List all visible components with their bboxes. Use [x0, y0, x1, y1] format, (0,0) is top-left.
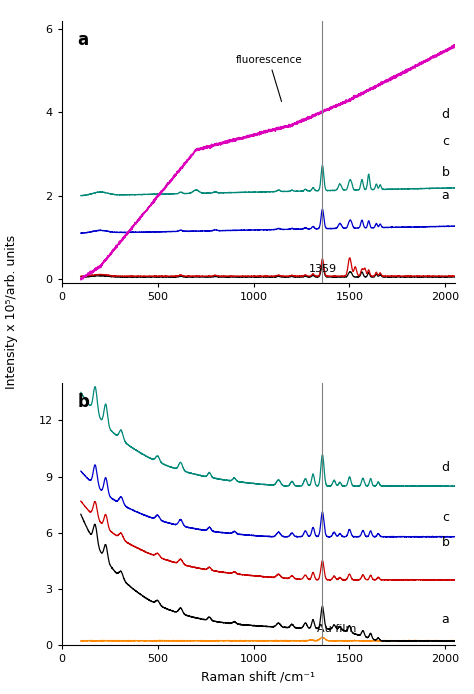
Text: fluorescence: fluorescence — [236, 55, 302, 101]
Text: b: b — [441, 167, 449, 179]
Text: d: d — [441, 108, 449, 121]
X-axis label: Raman shift /cm⁻¹: Raman shift /cm⁻¹ — [201, 670, 315, 683]
Text: a: a — [442, 613, 449, 626]
Text: Intensity x 10⁵/arb. units: Intensity x 10⁵/arb. units — [5, 235, 18, 389]
Text: Au film: Au film — [317, 625, 356, 634]
Text: d: d — [441, 461, 449, 474]
Text: 1359: 1359 — [309, 264, 337, 274]
Text: b: b — [441, 536, 449, 549]
Text: b: b — [77, 393, 89, 412]
Text: c: c — [442, 511, 449, 525]
Text: a: a — [442, 189, 449, 202]
Text: c: c — [442, 135, 449, 148]
Text: a: a — [77, 31, 89, 49]
